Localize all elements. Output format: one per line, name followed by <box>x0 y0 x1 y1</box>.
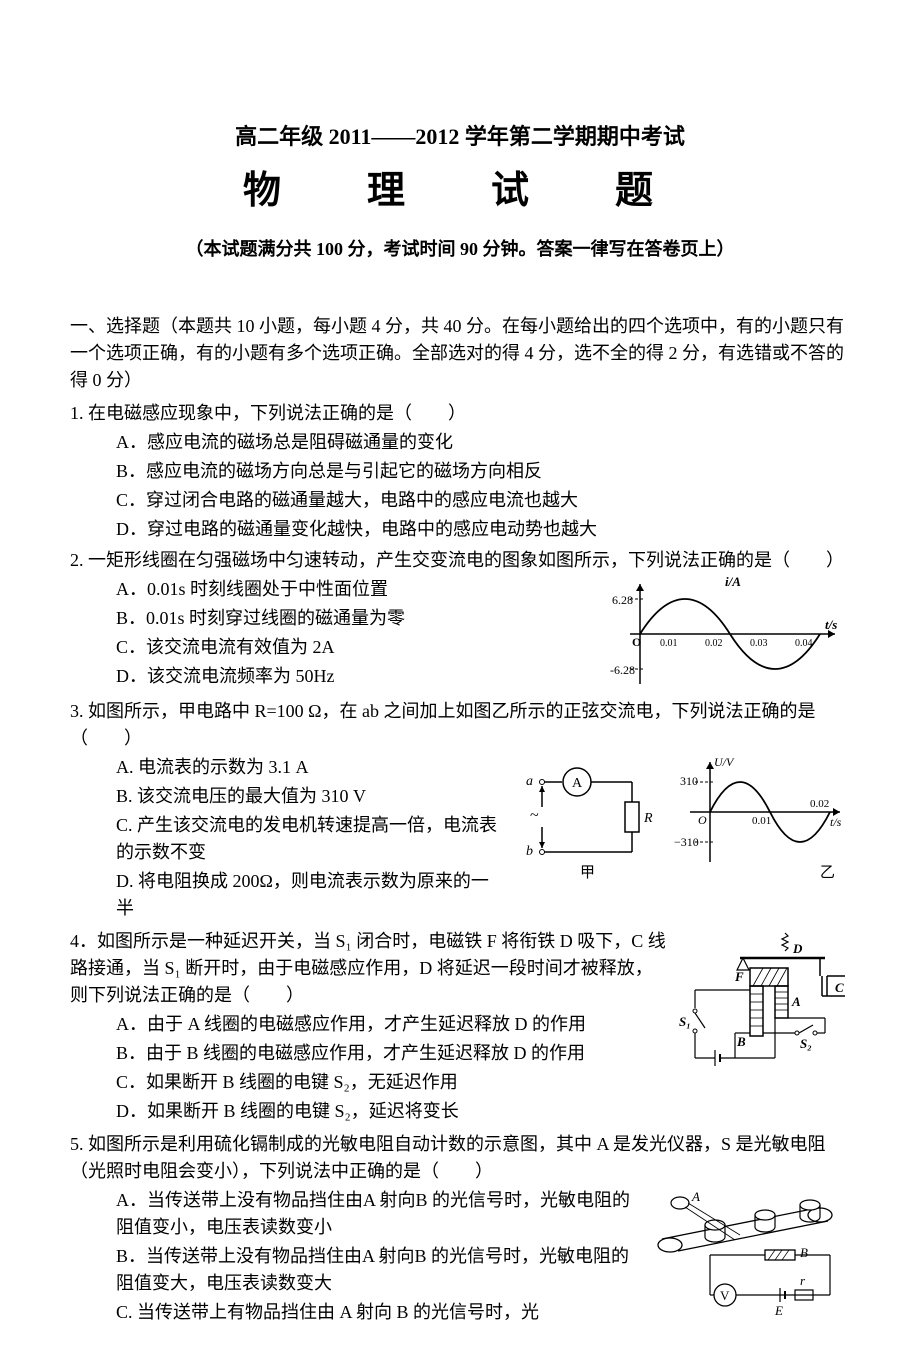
q1-option-b: B．感应电流的磁场方向总是与引起它的磁场方向相反 <box>116 458 850 485</box>
main-title: 物 理 试 题 <box>70 163 850 220</box>
q4-figure: D F C <box>675 928 850 1078</box>
q3-source: ~ <box>530 807 539 824</box>
q4-S2: S₂ <box>800 1036 812 1051</box>
q2-xlabel: t/s <box>825 617 837 632</box>
q2-stem: 2. 一矩形线圈在匀强磁场中匀速转动，产生交变流电的图象如图所示，下列说法正确的… <box>70 547 850 574</box>
question-2: 2. 一矩形线圈在匀强磁场中匀速转动，产生交变流电的图象如图所示，下列说法正确的… <box>70 547 850 694</box>
q3-option-c: C. 产生该交流电的发电机转速提高一倍，电流表的示数不变 <box>116 812 504 866</box>
q3-xt2: 0.02 <box>810 798 829 810</box>
question-3: 3. 如图所示，甲电路中 R=100 Ω，在 ab 之间加上如图乙所示的正弦交流… <box>70 698 850 924</box>
q3-ymin: −310 <box>674 835 699 849</box>
q3-figure-circuit: A R a b ~ 甲 <box>512 752 662 882</box>
q2-xt3: 0.03 <box>750 638 768 649</box>
svg-text:O: O <box>632 635 641 649</box>
q3-stem: 3. 如图所示，甲电路中 R=100 Ω，在 ab 之间加上如图乙所示的正弦交流… <box>70 698 850 752</box>
q2-ylabel: i/A <box>725 574 741 589</box>
question-1: 1. 在电磁感应现象中，下列说法正确的是（ ） A．感应电流的磁场总是阻碍磁通量… <box>70 400 850 543</box>
section-1-title: 一、选择题（本题共 10 小题，每小题 4 分，共 40 分。在每小题给出的四个… <box>70 313 850 394</box>
q1-option-c: C．穿过闭合电路的磁通量越大，电路中的感应电流也越大 <box>116 487 850 514</box>
q5-option-c: C. 当传送带上有物品挡住由 A 射向 B 的光信号时，光 <box>116 1299 642 1326</box>
subtitle: 高二年级 2011——2012 学年第二学期期中考试 <box>70 120 850 153</box>
q1-option-d: D．穿过电路的磁通量变化越快，电路中的感应电动势也越大 <box>116 516 850 543</box>
question-4: 4．如图所示是一种延迟开关，当 S₁ 闭合时，电磁铁 F 将衔铁 D 吸下，C … <box>70 928 850 1127</box>
q2-option-b: B．0.01s 时刻穿过线圈的磁通量为零 <box>116 605 602 632</box>
q4-B: B <box>736 1034 746 1049</box>
q3-option-a: A. 电流表的示数为 3.1 A <box>116 754 504 781</box>
q4-S1: S₁ <box>679 1014 691 1029</box>
q4-D: D <box>792 941 803 956</box>
q3-ammeter: A <box>572 776 583 791</box>
q3-caption-circuit: 甲 <box>580 865 595 881</box>
q5-option-a: A．当传送带上没有物品挡住由A 射向B 的光信号时，光敏电阻的阻值变小，电压表读… <box>116 1187 642 1241</box>
q5-figure: A B V E r <box>650 1185 850 1325</box>
q4-stem: 4．如图所示是一种延迟开关，当 S₁ 闭合时，电磁铁 F 将衔铁 D 吸下，C … <box>70 928 667 1009</box>
q4-A: A <box>791 994 801 1009</box>
question-5: 5. 如图所示是利用硫化镉制成的光敏电阻自动计数的示意图，其中 A 是发光仪器，… <box>70 1131 850 1328</box>
q3-ymax: 310 <box>680 774 698 788</box>
q2-xt2: 0.02 <box>705 638 723 649</box>
q3-origin: O <box>698 813 707 827</box>
q2-ymin: -6.28 <box>610 663 635 677</box>
q3-option-b: B. 该交流电压的最大值为 310 V <box>116 783 504 810</box>
q4-F: F <box>734 969 744 984</box>
q3-xlabel: t/s <box>830 815 842 829</box>
q3-figure-wave: U/V t/s 310 −310 O 0.01 0.02 乙 <box>670 752 850 882</box>
q3-xt1: 0.01 <box>752 815 771 827</box>
q1-stem: 1. 在电磁感应现象中，下列说法正确的是（ ） <box>70 400 850 427</box>
q4-option-a: A．由于 A 线圈的电磁感应作用，才产生延迟释放 D 的作用 <box>116 1011 667 1038</box>
q3-b: b <box>526 844 533 859</box>
q5-option-b: B．当传送带上没有物品挡住由A 射向B 的光信号时，光敏电阻的阻值变大，电压表读… <box>116 1243 642 1297</box>
q2-xt4: 0.04 <box>795 638 813 649</box>
q2-option-a: A．0.01s 时刻线圈处于中性面位置 <box>116 576 602 603</box>
q4-option-c: C．如果断开 B 线圈的电键 S₂，无延迟作用 <box>116 1069 667 1096</box>
q1-option-a: A．感应电流的磁场总是阻碍磁通量的变化 <box>116 429 850 456</box>
q2-option-d: D．该交流电流频率为 50Hz <box>116 663 602 690</box>
q3-a: a <box>526 774 533 789</box>
q5-stem: 5. 如图所示是利用硫化镉制成的光敏电阻自动计数的示意图，其中 A 是发光仪器，… <box>70 1131 850 1185</box>
q2-xt1: 0.01 <box>660 638 678 649</box>
instructions: （本试题满分共 100 分，考试时间 90 分钟。答案一律写在答卷页上） <box>70 236 850 263</box>
q4-option-b: B．由于 B 线圈的电磁感应作用，才产生延迟释放 D 的作用 <box>116 1040 667 1067</box>
q5-V: V <box>720 1288 730 1303</box>
q5-A: A <box>691 1189 700 1204</box>
q3-option-d: D. 将电阻换成 200Ω，则电流表示数为原来的一半 <box>116 868 504 922</box>
q5-r: r <box>800 1273 806 1288</box>
q3-ylabel: U/V <box>714 755 735 769</box>
q2-option-c: C．该交流电流有效值为 2A <box>116 634 602 661</box>
q4-C: C <box>835 980 844 995</box>
q3-R: R <box>643 811 653 826</box>
q2-ymax: 6.28 <box>612 593 633 607</box>
q3-caption-wave: 乙 <box>820 865 835 881</box>
q5-B: B <box>800 1245 808 1260</box>
q2-figure: i/A t/s 6.28 -6.28 O 0.01 0.02 0.03 0.04 <box>610 574 850 694</box>
q5-E: E <box>774 1303 783 1318</box>
q4-option-d: D．如果断开 B 线圈的电键 S₂，延迟将变长 <box>116 1098 667 1125</box>
